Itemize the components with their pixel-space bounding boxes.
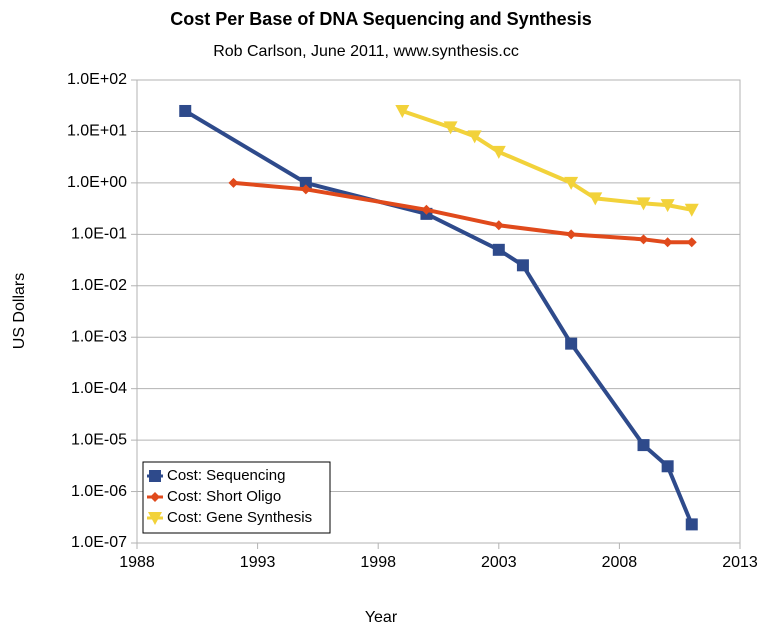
x-tick-label: 2003 [481,554,517,571]
marker [686,237,697,248]
y-tick-label: 1.0E+00 [67,174,127,191]
x-tick-label: 1988 [119,554,155,571]
legend-marker [150,492,160,502]
y-tick-label: 1.0E-05 [71,431,127,448]
y-tick-label: 1.0E-06 [71,483,127,500]
marker [565,337,578,350]
chart-subtitle: Rob Carlson, June 2011, www.synthesis.cc [213,43,519,60]
marker [566,229,577,240]
legend-marker [148,512,162,525]
legend [142,461,331,534]
marker [564,176,579,190]
y-tick-label: 1.0E-04 [71,380,127,397]
legend-label: Cost: Short Oligo [167,488,281,505]
marker [179,104,192,117]
marker [660,199,675,213]
x-axis-label: Year [365,609,398,626]
marker [299,176,312,189]
marker [516,259,529,272]
marker [443,121,458,135]
marker [685,518,698,531]
marker [300,184,311,195]
y-axis-label: US Dollars [11,273,28,349]
x-tick-label: 2013 [722,554,758,571]
y-tick-label: 1.0E-07 [71,534,127,551]
legend-label: Cost: Sequencing [167,467,285,484]
marker [492,243,505,256]
marker [467,130,482,144]
x-tick-label: 2008 [602,554,638,571]
x-tick-label: 1993 [240,554,276,571]
marker [588,192,603,206]
chart-title: Cost Per Base of DNA Sequencing and Synt… [170,9,591,29]
marker [638,234,649,245]
marker [636,197,651,211]
marker [661,460,674,473]
y-tick-label: 1.0E-03 [71,328,127,345]
marker [228,177,239,188]
marker [491,145,506,159]
y-tick-label: 1.0E+01 [67,123,127,140]
marker [493,220,504,231]
marker [684,203,699,217]
legend-label: Cost: Gene Synthesis [167,509,312,526]
y-tick-label: 1.0E+02 [67,71,127,88]
legend-marker [149,470,161,482]
marker [662,237,673,248]
y-tick-label: 1.0E-01 [71,226,127,243]
marker [421,204,432,215]
y-tick-label: 1.0E-02 [71,277,127,294]
x-tick-label: 1998 [360,554,396,571]
marker [395,104,410,118]
marker [637,439,650,452]
